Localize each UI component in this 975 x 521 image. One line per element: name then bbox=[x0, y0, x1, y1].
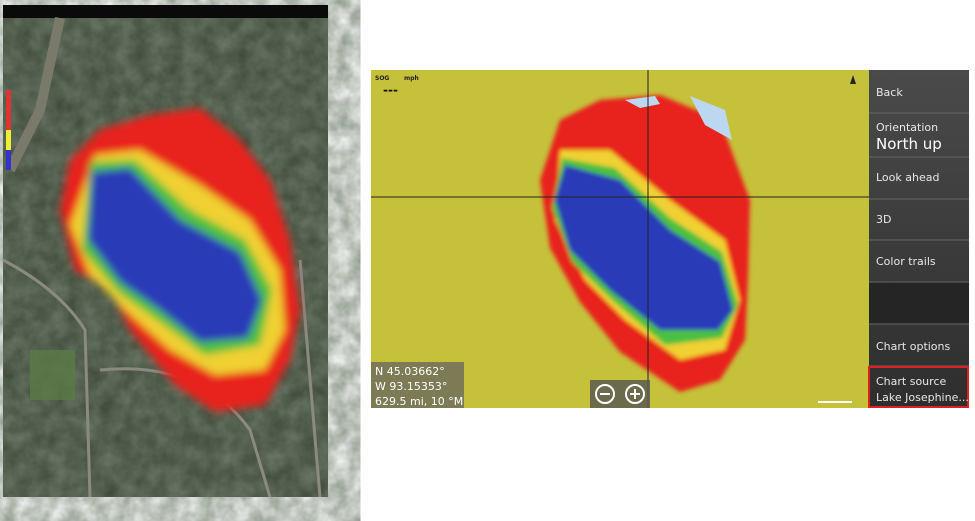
selected-item[interactable] bbox=[868, 366, 969, 408]
menu-chart-options[interactable]: Chart options bbox=[876, 340, 951, 353]
sog-unit: mph bbox=[404, 75, 419, 82]
sog-label: SOG bbox=[375, 75, 389, 82]
menu-chart-source[interactable]: Chart source bbox=[876, 375, 946, 388]
latitude: N 45.03662° bbox=[375, 365, 445, 378]
menu-orientation-value: North up bbox=[876, 135, 942, 153]
menu-orientation[interactable]: Orientation bbox=[876, 121, 938, 134]
menu-back[interactable]: Back bbox=[876, 86, 903, 99]
menu-color-trails[interactable]: Color trails bbox=[876, 255, 936, 268]
sog-value: --- bbox=[383, 83, 398, 97]
menu-3d[interactable]: 3D bbox=[876, 213, 891, 226]
satellite-map bbox=[2, 5, 328, 498]
longitude: W 93.15353° bbox=[375, 380, 447, 393]
chart-plotter-map bbox=[371, 70, 869, 408]
side-menu: Back Orientation North up Look ahead 3D … bbox=[868, 70, 969, 408]
menu-look-ahead[interactable]: Look ahead bbox=[876, 171, 939, 184]
menu-chart-source-value: Lake Josephine... bbox=[876, 391, 969, 404]
range: 629.5 mi, 10 °M bbox=[375, 395, 463, 408]
map-overlay: SOG mph --- N 45.03662° W 93.15353° 629.… bbox=[375, 75, 463, 408]
